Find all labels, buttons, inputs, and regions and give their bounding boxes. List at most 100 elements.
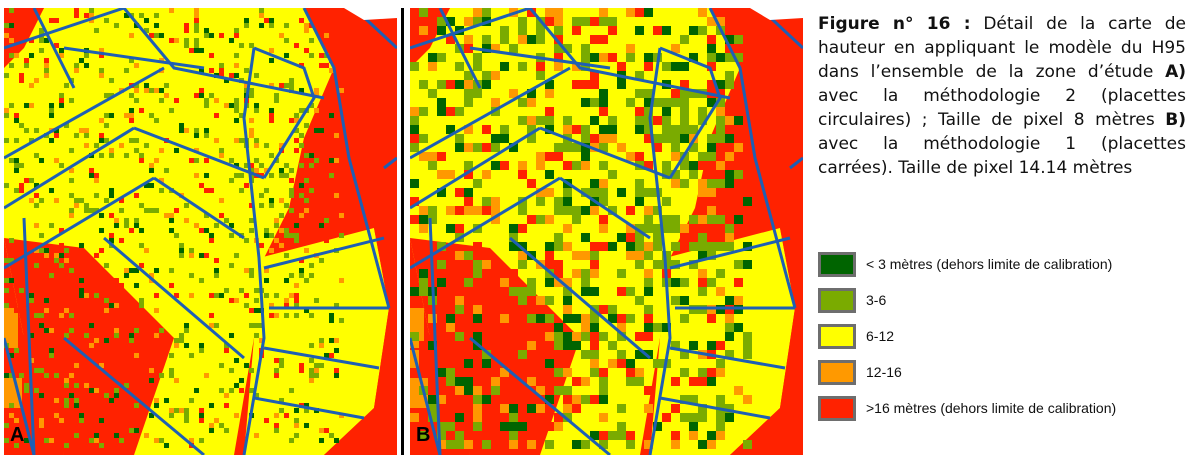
height-pixel xyxy=(34,313,39,318)
height-pixel xyxy=(518,161,527,170)
height-pixel xyxy=(410,125,419,134)
height-pixel xyxy=(69,328,74,333)
height-pixel xyxy=(209,428,214,433)
height-pixel xyxy=(581,377,590,386)
height-pixel xyxy=(284,228,289,233)
height-pixel xyxy=(419,224,428,233)
height-pixel xyxy=(279,398,284,403)
height-pixel xyxy=(184,413,189,418)
height-pixel xyxy=(446,80,455,89)
height-pixel xyxy=(339,318,344,323)
height-pixel xyxy=(626,377,635,386)
height-pixel xyxy=(209,238,214,243)
height-pixel xyxy=(545,404,554,413)
height-pixel xyxy=(184,328,189,333)
height-pixel xyxy=(680,296,689,305)
height-pixel xyxy=(707,80,716,89)
height-pixel xyxy=(164,398,169,403)
height-pixel xyxy=(428,53,437,62)
height-pixel xyxy=(179,253,184,258)
height-pixel xyxy=(44,373,49,378)
height-pixel xyxy=(527,314,536,323)
height-pixel xyxy=(725,116,734,125)
height-pixel xyxy=(24,58,29,63)
height-pixel xyxy=(239,288,244,293)
height-pixel xyxy=(707,98,716,107)
height-pixel xyxy=(536,71,545,80)
height-pixel xyxy=(39,368,44,373)
height-pixel xyxy=(590,368,599,377)
height-pixel xyxy=(662,413,671,422)
height-pixel xyxy=(455,143,464,152)
height-pixel xyxy=(154,118,159,123)
height-pixel xyxy=(410,413,419,422)
height-pixel xyxy=(184,323,189,328)
height-pixel xyxy=(329,353,334,358)
height-pixel xyxy=(234,53,239,58)
height-pixel xyxy=(563,395,572,404)
height-pixel xyxy=(99,138,104,143)
height-pixel xyxy=(339,213,344,218)
parcel-boundary xyxy=(428,217,442,455)
height-pixel xyxy=(680,35,689,44)
height-pixel xyxy=(464,197,473,206)
height-pixel xyxy=(671,89,680,98)
height-pixel xyxy=(214,223,219,228)
height-pixel xyxy=(581,17,590,26)
height-pixel xyxy=(204,253,209,258)
height-pixel xyxy=(174,98,179,103)
height-pixel xyxy=(84,333,89,338)
height-pixel xyxy=(707,251,716,260)
height-pixel xyxy=(419,8,428,17)
height-pixel xyxy=(464,332,473,341)
height-pixel xyxy=(139,263,144,268)
height-pixel xyxy=(199,253,204,258)
parcel-boundary xyxy=(383,156,397,170)
height-pixel xyxy=(455,224,464,233)
height-pixel xyxy=(473,17,482,26)
height-pixel xyxy=(9,23,14,28)
height-pixel xyxy=(581,98,590,107)
height-pixel xyxy=(44,328,49,333)
height-pixel xyxy=(446,17,455,26)
height-pixel xyxy=(644,53,653,62)
height-pixel xyxy=(608,314,617,323)
height-pixel xyxy=(334,373,339,378)
height-pixel xyxy=(617,62,626,71)
height-pixel xyxy=(99,248,104,253)
height-pixel xyxy=(169,108,174,113)
height-pixel xyxy=(279,358,284,363)
height-pixel xyxy=(617,314,626,323)
height-pixel xyxy=(572,404,581,413)
height-pixel xyxy=(590,287,599,296)
height-pixel xyxy=(134,63,139,68)
height-pixel xyxy=(437,260,446,269)
height-pixel xyxy=(29,298,34,303)
height-pixel xyxy=(554,422,563,431)
height-pixel xyxy=(4,73,9,78)
height-pixel xyxy=(572,17,581,26)
height-pixel xyxy=(274,413,279,418)
parcel-boundary xyxy=(469,46,611,70)
height-pixel xyxy=(743,341,752,350)
height-pixel xyxy=(64,378,69,383)
height-pixel xyxy=(698,152,707,161)
height-pixel xyxy=(24,63,29,68)
height-pixel xyxy=(671,98,680,107)
height-pixel xyxy=(29,138,34,143)
height-pixel xyxy=(214,98,219,103)
height-pixel xyxy=(244,363,249,368)
height-pixel xyxy=(725,80,734,89)
height-pixel xyxy=(284,303,289,308)
height-pixel xyxy=(428,314,437,323)
height-pixel xyxy=(124,223,129,228)
height-pixel xyxy=(294,293,299,298)
height-pixel xyxy=(89,323,94,328)
height-pixel xyxy=(518,287,527,296)
height-pixel xyxy=(572,26,581,35)
height-pixel xyxy=(563,404,572,413)
height-pixel xyxy=(572,143,581,152)
height-pixel xyxy=(39,48,44,53)
height-pixel xyxy=(59,418,64,423)
height-pixel xyxy=(164,213,169,218)
